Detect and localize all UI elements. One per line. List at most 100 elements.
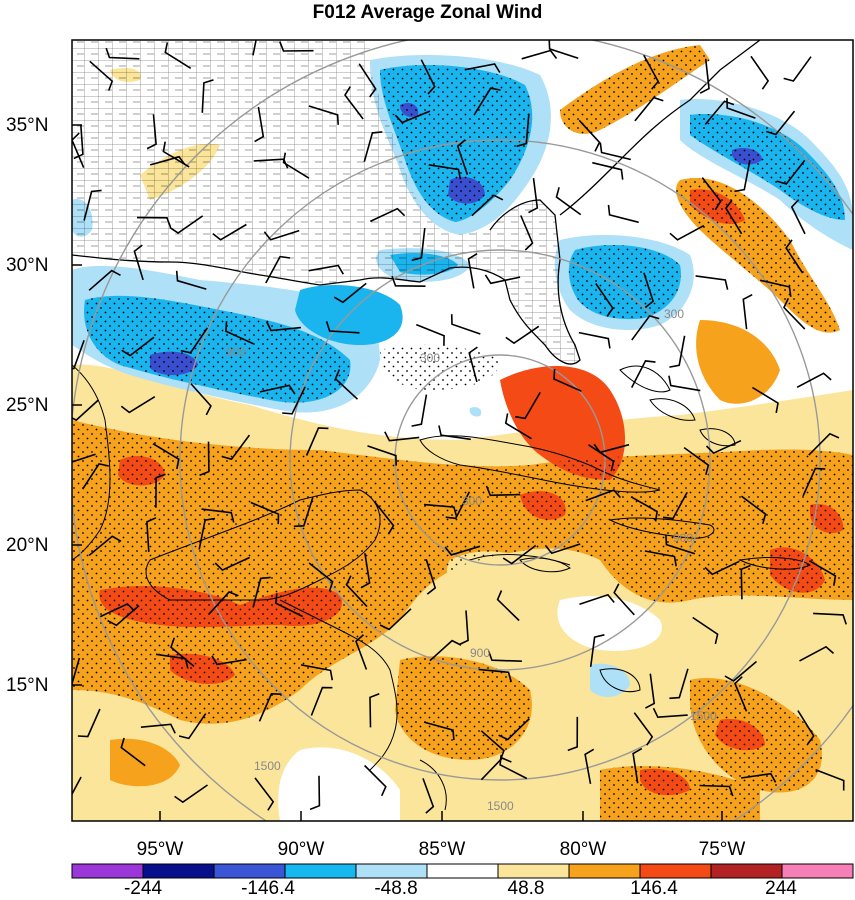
wind-barb (584, 748, 595, 785)
wind-barb (815, 769, 845, 791)
wind-barb (252, 40, 257, 56)
wind-barb (89, 60, 114, 91)
wind-barb (799, 645, 835, 662)
wind-barb (88, 269, 121, 291)
wind-barb (162, 141, 190, 168)
wind-barb (759, 279, 792, 297)
wind-barb (423, 503, 458, 517)
wind-barb (548, 40, 579, 59)
wind-barb (579, 593, 615, 606)
wind-barb (724, 199, 743, 235)
wind-barb (411, 394, 428, 427)
latitude-label: 25°N (6, 395, 48, 416)
wind-barb (263, 229, 300, 241)
wind-barb (254, 106, 265, 143)
wind-barb (420, 59, 436, 95)
wind-barb (496, 590, 520, 622)
wind-barb (164, 42, 192, 69)
wind-barb (474, 87, 501, 115)
wind-barb (140, 723, 176, 734)
wind-barb (394, 110, 431, 124)
wind-barb (429, 639, 462, 662)
wind-barb (669, 224, 705, 241)
wind-barb (450, 314, 481, 335)
range-ring-label: 1500 (690, 709, 717, 723)
wind-barb (665, 534, 696, 555)
wind-barb (644, 550, 677, 567)
colorbar-tick-label: 48.8 (508, 878, 545, 899)
wind-barb (599, 142, 631, 161)
wind-barb (72, 340, 85, 370)
us-land (72, 40, 761, 365)
wind-barb (345, 575, 368, 608)
wind-barb (790, 199, 806, 235)
wind-barb (776, 159, 806, 185)
wind-barb (498, 718, 530, 741)
wind-barb (310, 686, 333, 716)
wind-barb (334, 369, 359, 400)
wind-barb (282, 152, 310, 179)
colorbar-swatch (427, 864, 499, 878)
wind-barb (468, 346, 478, 383)
wind-barb (734, 676, 748, 712)
colorbar-tick-label: 244 (765, 878, 797, 899)
wind-barb (363, 131, 383, 163)
wind-barb (592, 161, 624, 180)
colorbar-labels: -244 -146.4 -48.8 48.8 146.4 244 (124, 878, 797, 899)
wind-barb (190, 383, 212, 416)
longitude-label: 95°W (137, 839, 184, 860)
wind-barb (211, 655, 247, 666)
wind-barb (178, 713, 207, 740)
wind-barb (699, 58, 710, 94)
latitude-label: 30°N (6, 255, 48, 276)
latitude-label: 20°N (6, 535, 48, 556)
wind-barb (133, 244, 144, 281)
wind-barb (300, 664, 334, 681)
wind-barb (668, 375, 701, 392)
wind-barbs (72, 40, 847, 814)
wind-barb (785, 239, 804, 274)
wind-barb (308, 562, 334, 592)
wind-barb (72, 453, 96, 463)
wind-barb (170, 637, 195, 668)
wind-barb (258, 692, 282, 722)
range-ring-label: 300 (664, 307, 684, 321)
colorbar-swatch (711, 864, 783, 878)
wind-barb (82, 463, 109, 490)
wind-barb (607, 204, 639, 224)
wind-barb (630, 360, 656, 388)
wind-barb (669, 668, 689, 700)
wind-barb (652, 707, 688, 719)
wind-barb (633, 712, 654, 746)
colorbar-swatch (498, 864, 570, 878)
wind-barb (358, 63, 377, 98)
wind-barb (740, 772, 777, 783)
wind-barb (308, 105, 339, 125)
wind-barb (741, 495, 767, 525)
colorbar-tick-label: -244 (124, 878, 162, 899)
wind-barb (214, 556, 250, 572)
wind-barb (411, 228, 426, 262)
range-ring-label: 1500 (487, 799, 514, 813)
wind-barb (364, 764, 387, 797)
longitude-axis: 95°W 90°W 85°W 80°W 75°W (137, 811, 745, 860)
wind-barb (83, 189, 102, 221)
colorbar-swatch (569, 864, 641, 878)
wind-barb (265, 255, 291, 284)
wind-barb (467, 253, 478, 289)
wind-barb (379, 608, 412, 631)
wind-barb (504, 413, 532, 440)
wind-barb (808, 560, 837, 586)
wind-barb (802, 467, 826, 497)
wind-barb (695, 275, 729, 290)
wind-barb (274, 593, 304, 618)
wind-barb (369, 692, 380, 728)
wind-barb (282, 386, 306, 415)
wind-barb (516, 113, 530, 148)
range-ring-label: 900 (226, 345, 246, 359)
wind-barb (630, 496, 658, 522)
wind-barb (544, 543, 581, 555)
range-ring-label: 900 (470, 646, 490, 660)
wind-barb (136, 216, 172, 228)
wind-barb (485, 485, 521, 497)
